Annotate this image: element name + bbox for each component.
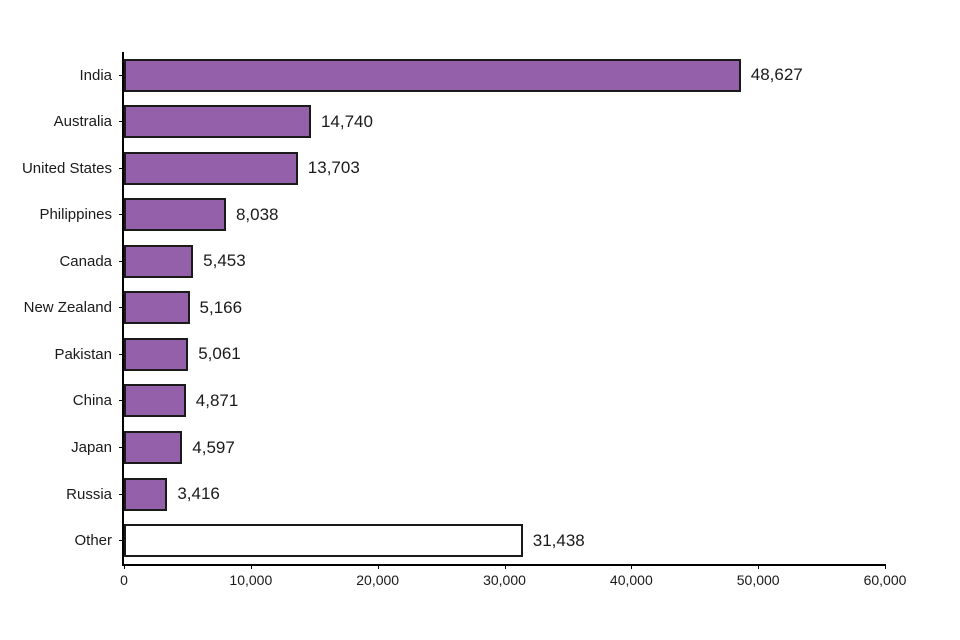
x-axis-tick-label: 50,000 (736, 572, 780, 588)
bar-row: Russia 3,416 (66, 477, 885, 511)
bar (124, 384, 186, 418)
y-axis-tick (119, 121, 124, 123)
x-axis-tick-label: 30,000 (483, 572, 526, 588)
bar-row: Pakistan 5,061 (54, 337, 885, 371)
x-axis-tick (504, 564, 506, 569)
bar-rows: India 48,627 Australia 14,740 United States 1… (22, 52, 885, 564)
y-axis-tick (119, 540, 124, 542)
x-axis-tick-label: 20,000 (356, 572, 400, 588)
bar (124, 524, 523, 558)
y-axis-tick (119, 353, 124, 355)
y-axis-tick (119, 307, 124, 309)
bar (124, 291, 190, 325)
y-axis-tick (119, 214, 124, 216)
category-label: Japan (71, 439, 112, 457)
category-label: New Zealand (23, 299, 112, 317)
x-axis: 0 10,000 20,000 30,000 40,000 50,000 60,000 (120, 564, 906, 594)
bar (124, 58, 741, 92)
category-label: India (79, 66, 112, 84)
value-label: 5,453 (203, 251, 246, 271)
bar-row: New Zealand 5,166 (24, 291, 885, 325)
bar-row: India 48,627 (79, 58, 885, 92)
plot-area: India 48,627 Australia 14,740 United States 1… (22, 52, 906, 588)
category-label: Pakistan (54, 345, 112, 363)
bar-row: Japan 4,597 (71, 431, 885, 465)
value-label: 8,038 (235, 204, 279, 224)
x-axis-tick (758, 564, 760, 569)
value-label: 4,597 (192, 437, 235, 457)
category-label: Other (74, 532, 112, 550)
bar-row: United States 13,703 (22, 151, 885, 185)
value-label: 13,703 (307, 158, 360, 178)
x-axis-tick (377, 564, 379, 569)
x-axis-tick-label: 60,000 (863, 572, 907, 588)
bar (124, 477, 168, 511)
bar-row: Canada 5,453 (59, 244, 885, 278)
x-axis-tick-label: 0 (120, 572, 128, 588)
x-axis-tick (885, 564, 886, 569)
bar (124, 244, 194, 278)
value-label: 31,438 (532, 530, 585, 550)
bar-row: Philippines 8,038 (39, 198, 885, 232)
y-axis-tick (119, 447, 124, 449)
value-label: 5,166 (199, 297, 243, 317)
bar (124, 431, 183, 465)
category-label: Russia (66, 485, 112, 503)
value-label: 4,871 (195, 390, 239, 410)
x-axis-tick (631, 564, 633, 569)
bar (124, 151, 298, 185)
value-label: 14,740 (320, 111, 373, 131)
value-label: 48,627 (750, 65, 803, 85)
category-label: Canada (59, 252, 112, 270)
category-label: Philippines (39, 206, 112, 224)
y-axis-tick (119, 260, 124, 262)
x-axis-tick (124, 564, 125, 569)
value-label: 3,416 (177, 484, 220, 504)
y-axis-tick (119, 167, 124, 169)
y-axis-tick (119, 74, 124, 76)
bar (124, 337, 189, 371)
bar-row: Australia 14,740 (54, 105, 885, 139)
bar-row: Other 31,438 (74, 524, 885, 558)
y-axis-tick (119, 400, 124, 402)
bar (124, 105, 311, 139)
y-axis-tick (119, 493, 124, 495)
category-label: China (72, 392, 112, 410)
bar (124, 198, 226, 232)
x-axis-tick-label: 40,000 (609, 572, 653, 588)
x-axis-tick-label: 10,000 (229, 572, 273, 588)
value-label: 5,061 (198, 344, 241, 364)
category-label: United States (21, 159, 112, 177)
x-axis-tick (250, 564, 252, 569)
bar-row: China 4,871 (73, 384, 885, 418)
category-label: Australia (53, 113, 112, 131)
